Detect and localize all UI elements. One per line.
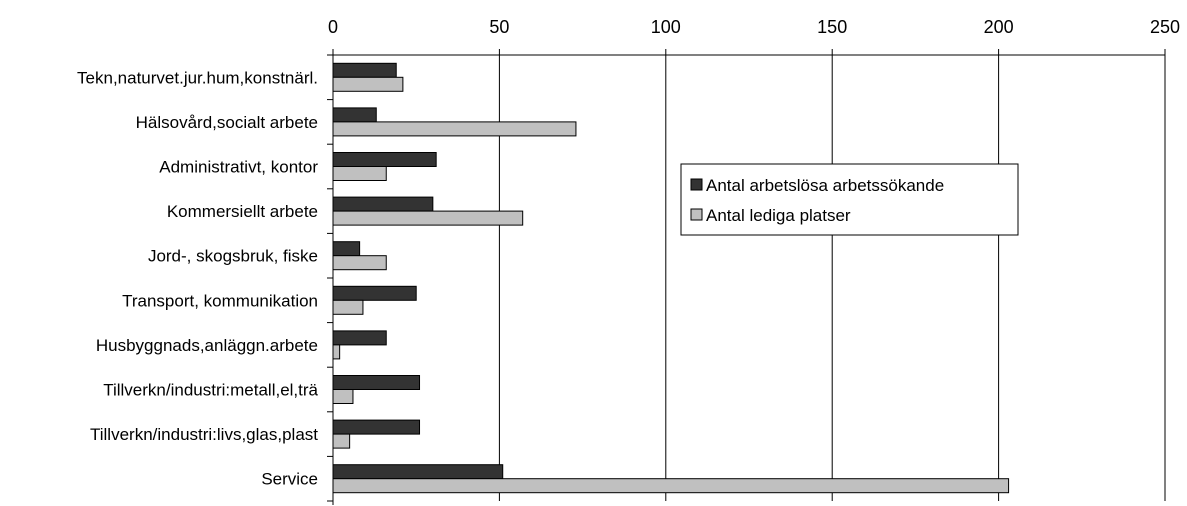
gridlines xyxy=(498,55,1166,501)
x-tick-label-200: 200 xyxy=(984,17,1014,37)
category-label-0: Tekn,naturvet.jur.hum,konstnärl. xyxy=(77,68,318,87)
bar-series-1-7 xyxy=(332,375,421,390)
labels: 0 50 100 150 200 250 Tekn,naturvet.jur.hum,kon… xyxy=(77,17,1180,489)
bar-series-1-5 xyxy=(332,285,417,301)
bar-series-2-5 xyxy=(332,299,364,315)
category-label-3: Kommersiellt arbete xyxy=(167,202,318,221)
category-label-4: Jord-, skogsbruk, fiske xyxy=(148,247,318,266)
x-tick-label-0: 0 xyxy=(328,17,338,37)
category-label-7: Tillverkn/industri:metall,el,trä xyxy=(103,381,318,400)
x-tick-label-100: 100 xyxy=(651,17,681,37)
bar-series-2-1 xyxy=(332,121,577,137)
category-label-6: Husbyggnads,anläggn.arbete xyxy=(96,336,318,355)
bars xyxy=(332,62,1010,494)
bar-series-2-9 xyxy=(332,478,1010,494)
bar-series-1-8 xyxy=(332,419,421,435)
x-tick-label-250: 250 xyxy=(1150,17,1180,37)
axes xyxy=(327,49,1166,505)
bar-series-2-0 xyxy=(332,76,404,92)
legend-box xyxy=(680,163,1019,236)
category-label-9: Service xyxy=(261,470,318,489)
category-label-8: Tillverkn/industri:livs,glas,plast xyxy=(90,425,318,444)
category-label-1: Hälsovård,socialt arbete xyxy=(136,113,318,132)
bar-series-1-1 xyxy=(332,107,377,123)
legend-swatch-series-1 xyxy=(690,178,703,191)
bar-series-1-4 xyxy=(332,241,361,257)
category-label-5: Transport, kommunikation xyxy=(122,291,318,310)
bar-series-2-4 xyxy=(332,255,387,271)
legend: Antal arbetslösa arbetssökande Antal led… xyxy=(680,163,1019,236)
bar-series-1-3 xyxy=(332,196,434,212)
bar-series-1-0 xyxy=(332,62,397,78)
bar-series-2-2 xyxy=(332,166,387,181)
bar-series-2-7 xyxy=(332,389,354,404)
bar-series-2-8 xyxy=(332,433,351,449)
legend-swatch-series-2 xyxy=(690,208,703,221)
x-tick-label-150: 150 xyxy=(817,17,847,37)
legend-label-series-2: Antal lediga platser xyxy=(706,206,851,225)
bar-series-1-9 xyxy=(332,464,504,480)
bar-series-1-2 xyxy=(332,152,437,167)
bar-series-2-3 xyxy=(332,210,524,226)
legend-label-series-1: Antal arbetslösa arbetssökande xyxy=(706,176,944,195)
bar-series-2-6 xyxy=(332,344,341,360)
x-tick-label-50: 50 xyxy=(489,17,509,37)
bar-series-1-6 xyxy=(332,330,387,346)
category-label-2: Administrativt, kontor xyxy=(159,158,318,177)
